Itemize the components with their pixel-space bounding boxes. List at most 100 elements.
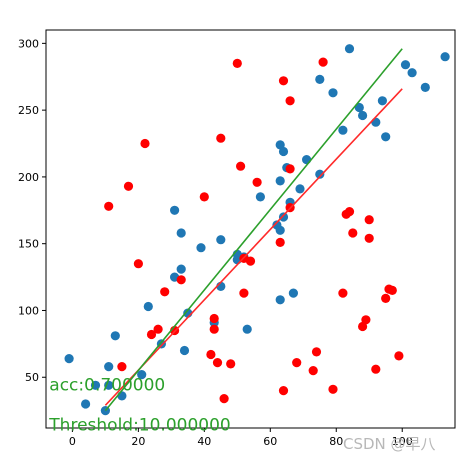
blue-point [275, 295, 285, 305]
red-point [245, 256, 256, 266]
red-point [387, 285, 397, 295]
red-point [117, 362, 127, 372]
blue-point [354, 102, 364, 113]
red-point [364, 233, 374, 243]
blue-point [315, 169, 325, 179]
red-fit-line [104, 88, 403, 406]
red-point [216, 133, 226, 143]
x-tick-label: 60 [263, 435, 277, 448]
blue-point [196, 243, 206, 253]
red-point [123, 181, 134, 191]
red-point [348, 228, 358, 238]
red-point [226, 359, 236, 369]
annotations: acc:0.700000 Threshold:10.000000 [48, 376, 230, 436]
y-tick-label: 150 [18, 238, 39, 251]
blue-point [338, 125, 348, 135]
red-point [328, 384, 338, 394]
blue-point [371, 117, 381, 127]
red-point [292, 358, 302, 368]
red-point [209, 324, 219, 334]
red-point [236, 161, 246, 171]
red-point [252, 177, 262, 187]
red-point [146, 329, 157, 340]
y-axis: 50 100 150 200 250 300 [18, 37, 46, 384]
watermark: CSDN @早八 [343, 435, 436, 453]
blue-point [377, 96, 387, 106]
red-point [311, 347, 322, 357]
red-point [212, 358, 223, 368]
blue-point [143, 301, 153, 312]
x-tick-label: 80 [329, 435, 343, 448]
red-point [232, 58, 242, 68]
x-tick-label: 100 [392, 435, 413, 448]
x-axis: 0 20 40 60 80 100 [69, 428, 413, 448]
blue-point [104, 362, 114, 372]
red-point [104, 201, 114, 211]
blue-point [255, 192, 265, 202]
blue-point [315, 74, 325, 84]
plot-frame [45, 29, 456, 429]
blue-point [278, 146, 289, 157]
red-points [104, 57, 404, 404]
red-point [239, 288, 249, 298]
red-point [361, 315, 371, 325]
x-tick-label: 40 [197, 435, 211, 448]
y-tick-label: 100 [18, 304, 39, 317]
blue-point [176, 264, 186, 274]
blue-point [242, 324, 252, 334]
blue-point [110, 331, 120, 341]
y-tick-label: 300 [18, 37, 39, 50]
blue-point [90, 380, 101, 390]
red-point [278, 76, 289, 86]
blue-point [275, 225, 285, 235]
blue-point [170, 205, 180, 215]
red-point [285, 96, 295, 106]
red-point [381, 293, 391, 303]
red-point [275, 237, 285, 247]
red-point [344, 207, 355, 217]
red-point [285, 164, 295, 174]
red-point [133, 259, 143, 269]
blue-point [288, 288, 298, 298]
red-point [308, 366, 318, 376]
red-point [394, 351, 404, 361]
accuracy-annotation: acc:0.700000 [49, 376, 165, 396]
blue-point [302, 155, 312, 165]
red-point [206, 349, 216, 360]
x-tick-label: 20 [131, 435, 145, 448]
red-point [176, 275, 186, 285]
regression-lines [104, 48, 403, 412]
blue-point [328, 88, 338, 98]
red-point [153, 324, 163, 334]
red-point [371, 364, 381, 374]
blue-point [176, 228, 186, 238]
green-fit-line [104, 48, 403, 412]
blue-point [137, 370, 147, 380]
blue-point [420, 82, 430, 92]
y-tick-label: 50 [25, 371, 39, 384]
blue-point [358, 110, 368, 121]
blue-point [407, 68, 417, 78]
red-point [140, 138, 150, 149]
y-tick-label: 250 [18, 104, 39, 117]
blue-point [400, 60, 411, 70]
blue-point [179, 345, 190, 356]
red-point [199, 192, 209, 202]
blue-point [64, 354, 74, 364]
red-point [278, 386, 289, 396]
blue-point [440, 52, 450, 62]
red-point [318, 57, 328, 67]
blue-point [104, 380, 114, 390]
red-point [364, 215, 374, 225]
red-point [209, 313, 219, 324]
blue-point [275, 176, 285, 186]
threshold-annotation: Threshold:10.000000 [48, 416, 230, 436]
blue-point [81, 399, 91, 409]
blue-point [216, 235, 226, 245]
blue-point [295, 184, 305, 194]
x-tick-label: 0 [69, 435, 76, 448]
red-point [338, 288, 348, 298]
blue-point [381, 132, 391, 142]
red-point [160, 287, 170, 297]
